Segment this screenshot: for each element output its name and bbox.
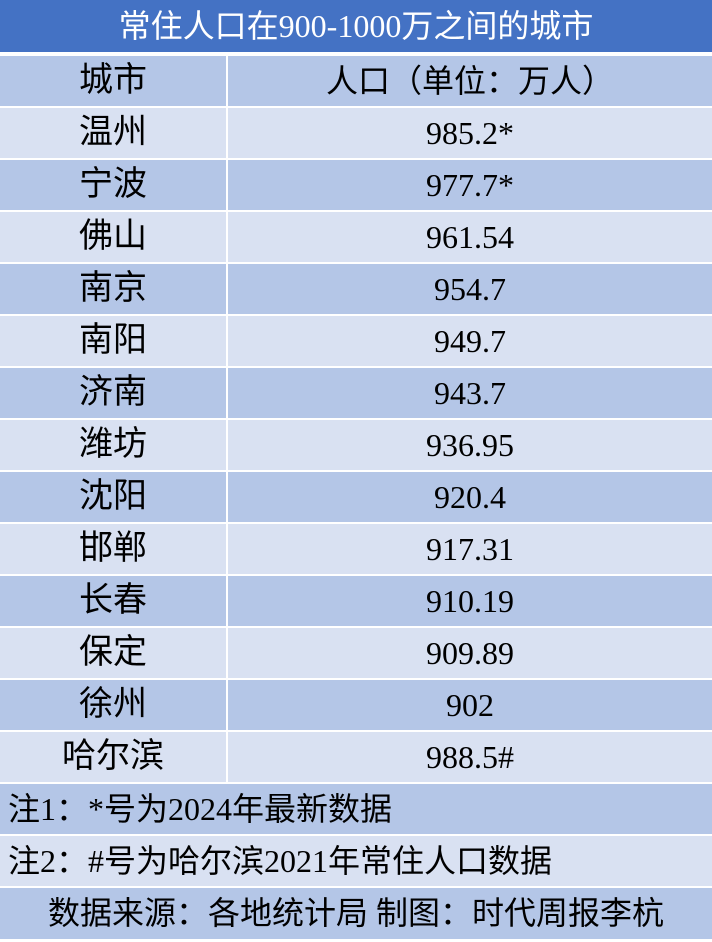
table-row: 邯郸 917.31 (0, 524, 712, 574)
population-cell: 961.54 (228, 212, 712, 262)
table-row: 南阳 949.7 (0, 316, 712, 366)
note-1: 注1：*号为2024年最新数据 (0, 784, 712, 834)
population-cell: 985.2* (228, 108, 712, 158)
population-cell: 920.4 (228, 472, 712, 522)
population-cell: 910.19 (228, 576, 712, 626)
city-cell: 潍坊 (0, 420, 226, 470)
table-header-row: 城市 人口（单位：万人） (0, 56, 712, 106)
city-cell: 徐州 (0, 680, 226, 730)
table-row: 潍坊 936.95 (0, 420, 712, 470)
city-cell: 佛山 (0, 212, 226, 262)
city-cell: 南京 (0, 264, 226, 314)
population-cell: 909.89 (228, 628, 712, 678)
population-cell: 988.5# (228, 732, 712, 782)
population-cell: 902 (228, 680, 712, 730)
population-cell: 917.31 (228, 524, 712, 574)
population-cell: 943.7 (228, 368, 712, 418)
city-cell: 邯郸 (0, 524, 226, 574)
city-cell: 宁波 (0, 160, 226, 210)
source-credit: 数据来源：各地统计局 制图：时代周报李杭 (0, 888, 712, 939)
city-cell: 济南 (0, 368, 226, 418)
table-row: 长春 910.19 (0, 576, 712, 626)
city-cell: 南阳 (0, 316, 226, 366)
note-2: 注2：#号为哈尔滨2021年常住人口数据 (0, 836, 712, 886)
city-cell: 长春 (0, 576, 226, 626)
city-cell: 哈尔滨 (0, 732, 226, 782)
city-cell: 沈阳 (0, 472, 226, 522)
population-cell: 954.7 (228, 264, 712, 314)
table-row: 沈阳 920.4 (0, 472, 712, 522)
table-body: 温州 985.2* 宁波 977.7* 佛山 961.54 南京 954.7 南阳 949.7 济南… (0, 108, 712, 782)
table-title: 常住人口在900-1000万之间的城市 (0, 0, 712, 56)
header-population: 人口（单位：万人） (228, 56, 712, 106)
table-row: 济南 943.7 (0, 368, 712, 418)
population-cell: 949.7 (228, 316, 712, 366)
population-cell: 977.7* (228, 160, 712, 210)
table-row: 宁波 977.7* (0, 160, 712, 210)
population-cell: 936.95 (228, 420, 712, 470)
header-city: 城市 (0, 56, 226, 106)
table-row: 徐州 902 (0, 680, 712, 730)
city-cell: 保定 (0, 628, 226, 678)
table-row: 保定 909.89 (0, 628, 712, 678)
city-cell: 温州 (0, 108, 226, 158)
table-row: 哈尔滨 988.5# (0, 732, 712, 782)
table-row: 南京 954.7 (0, 264, 712, 314)
table-row: 温州 985.2* (0, 108, 712, 158)
table-row: 佛山 961.54 (0, 212, 712, 262)
